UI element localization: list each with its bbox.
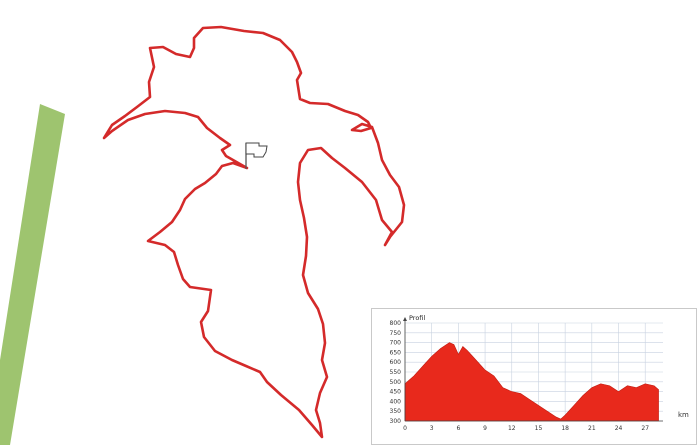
elevation-profile-panel: 0 3 6 9 12 15 18 21 24 27 300 350 400 450 500 550 600 65…: [371, 308, 697, 445]
chart-title: Profil: [409, 314, 425, 322]
route-track: [102, 25, 406, 439]
flag-icon[interactable]: [245, 142, 268, 169]
x-tick-label: 6: [456, 425, 460, 432]
y-tick-labels: 300 350 400 450 500 550 600 650 700 750 800: [390, 320, 402, 425]
road-band: [0, 104, 65, 445]
x-tick-label: 27: [641, 425, 649, 432]
y-tick-label: 300: [390, 418, 402, 425]
y-tick-label: 550: [390, 369, 402, 376]
y-tick-label: 700: [390, 340, 402, 347]
y-tick-label: 650: [390, 349, 402, 356]
x-axis-unit: km: [678, 411, 689, 419]
chart-axes: [403, 317, 663, 422]
y-tick-label: 350: [390, 408, 402, 415]
x-tick-label: 3: [430, 425, 434, 432]
y-tick-label: 500: [390, 379, 402, 386]
y-tick-label: 400: [390, 398, 402, 405]
x-tick-label: 15: [535, 425, 543, 432]
y-tick-label: 600: [390, 359, 402, 366]
y-axis-arrow: [403, 317, 407, 321]
y-tick-label: 750: [390, 330, 402, 337]
elevation-profile-chart: 0 3 6 9 12 15 18 21 24 27 300 350 400 450 500 550 600 65…: [390, 314, 690, 432]
x-tick-label: 0: [403, 425, 407, 432]
x-tick-label: 24: [615, 425, 623, 432]
x-tick-label: 9: [483, 425, 487, 432]
y-tick-label: 450: [390, 389, 402, 396]
y-tick-label: 800: [390, 320, 402, 327]
elevation-area: [404, 342, 659, 422]
flag-cloth: [245, 142, 268, 158]
x-tick-label: 12: [508, 425, 516, 432]
x-tick-label: 18: [561, 425, 569, 432]
x-tick-label: 21: [588, 425, 596, 432]
x-tick-labels: 0 3 6 9 12 15 18 21 24 27: [403, 425, 649, 432]
